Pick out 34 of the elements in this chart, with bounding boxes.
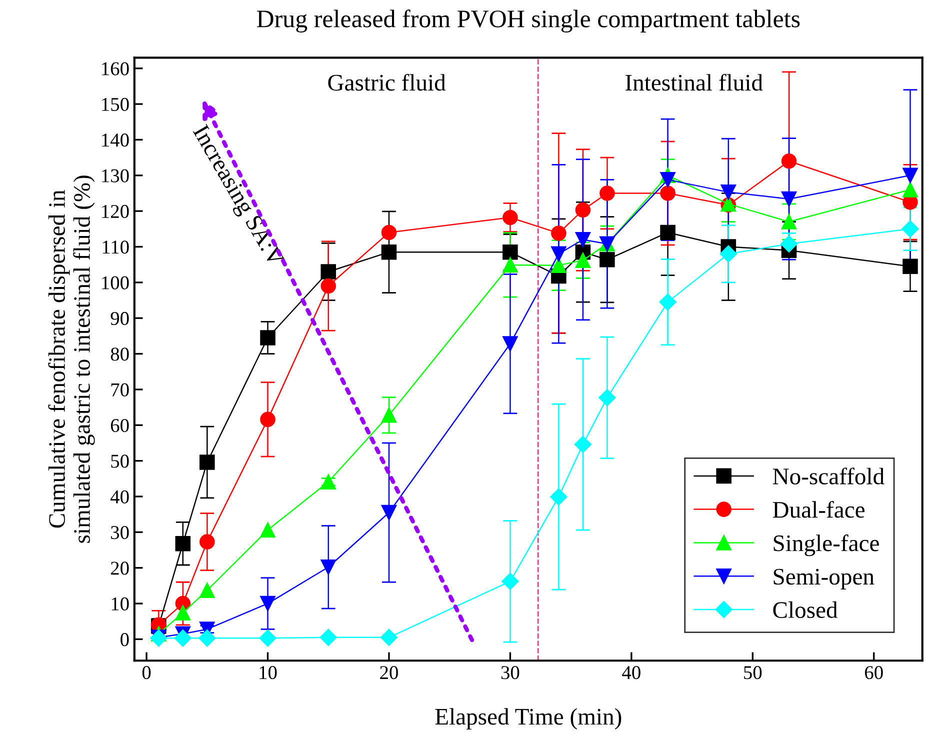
legend-label: Dual-face bbox=[772, 500, 864, 518]
y-tick-label: 130 bbox=[102, 169, 129, 182]
x-tick-label: 20 bbox=[380, 666, 398, 680]
y-tick-label: 70 bbox=[111, 383, 129, 396]
x-tick-label: 30 bbox=[501, 666, 520, 680]
legend-label: Single-face bbox=[774, 534, 879, 556]
y-tick-label: 140 bbox=[102, 134, 129, 147]
annotation: Gastric fluid bbox=[328, 74, 446, 91]
y-tick-label: 120 bbox=[102, 204, 129, 218]
chart-title: Drug released from PVOH single compartment tablets bbox=[256, 10, 800, 33]
x-tick-label: 50 bbox=[744, 666, 762, 680]
y-tick-label: 90 bbox=[110, 312, 129, 326]
x-axis-title: Elapsed Time (min) bbox=[435, 708, 622, 730]
y-tick-label: 40 bbox=[110, 490, 129, 504]
legend-label: No-scaffold bbox=[772, 468, 884, 484]
legend-label: Semi-open bbox=[774, 568, 874, 590]
y-tick-label: 100 bbox=[102, 276, 129, 290]
y-axis-title: Cumulative fenofibrate dispersed in simulated gastric to intestinal fluid (%) bbox=[48, 176, 95, 543]
annotation: Intestinal fluid bbox=[626, 74, 763, 91]
y-tick-label: 110 bbox=[102, 240, 129, 254]
y-tick-label: 50 bbox=[111, 454, 129, 468]
legend-label: Closed bbox=[773, 601, 838, 618]
x-tick-label: 40 bbox=[622, 666, 640, 680]
x-tick-label: 0 bbox=[142, 666, 151, 680]
y-tick-label: 30 bbox=[111, 526, 129, 540]
x-tick-label: 10 bbox=[260, 666, 277, 680]
y-tick-label: 60 bbox=[110, 418, 129, 432]
y-tick-label: 160 bbox=[102, 62, 129, 76]
x-tick-label: 60 bbox=[864, 666, 883, 680]
y-tick-label: 150 bbox=[102, 98, 129, 111]
y-tick-label: 80 bbox=[110, 348, 129, 361]
y-tick-label: 10 bbox=[112, 597, 129, 610]
y-tick-label: 20 bbox=[110, 562, 129, 575]
y-tick-label: 0 bbox=[120, 633, 129, 646]
